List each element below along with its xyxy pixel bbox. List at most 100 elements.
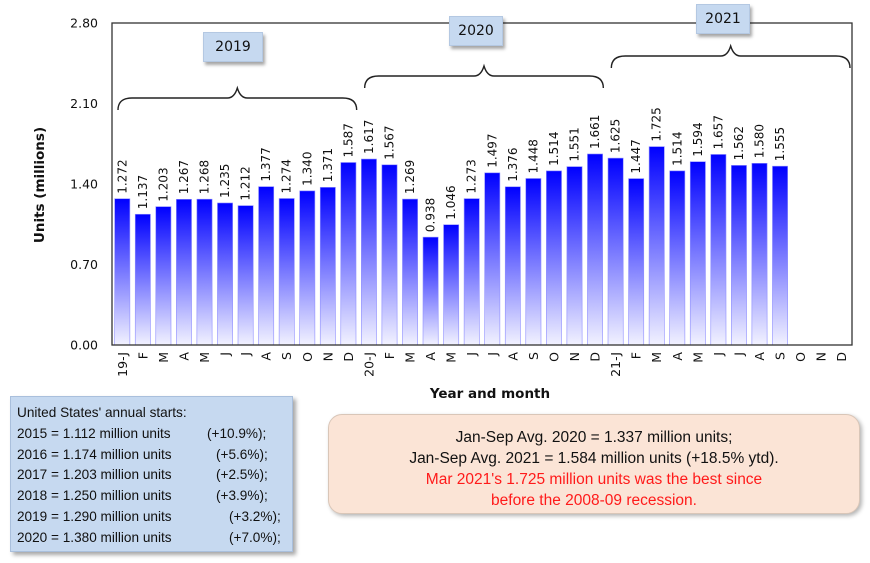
bar (278, 198, 295, 346)
summary-line-2020: Jan-Sep Avg. 2020 = 1.337 million units; (455, 429, 733, 446)
x-tick-label: N (814, 352, 829, 361)
bar (381, 164, 398, 346)
annual-row-change: (+3.2%); (229, 508, 281, 524)
year-label-2021: 2021 (696, 4, 750, 34)
annual-row: 2015 = 1.112 million units (+10.9%); (17, 424, 292, 445)
value-label: 1.562 (732, 126, 746, 160)
annual-row: 2019 = 1.290 million units (+3.2%); (17, 507, 292, 528)
value-label: 1.235 (218, 164, 232, 198)
annual-row-change: (+3.9%); (216, 488, 268, 504)
x-tick-label: J (464, 352, 479, 357)
annual-starts-heading: United States' annual starts: (17, 405, 187, 420)
value-label: 1.448 (526, 139, 540, 173)
x-tick-label: J (238, 352, 253, 357)
x-tick-label: D (588, 352, 603, 362)
bar (587, 153, 603, 346)
bar (134, 213, 151, 346)
x-tick-label: F (135, 352, 150, 359)
bar (607, 157, 624, 346)
x-tick-label: D (341, 352, 356, 362)
x-tick-label: N (320, 352, 335, 361)
value-labels: 1.272 1.137 1.203 1.267 1.268 1.235 1.212 1.377… (115, 107, 787, 232)
x-tick-label: D (834, 352, 849, 362)
value-label: 1.661 (588, 115, 602, 149)
value-label: 1.625 (609, 119, 623, 153)
value-label: 1.587 (341, 123, 355, 157)
bar (628, 178, 645, 346)
bar (504, 186, 521, 346)
annual-row: 2017 = 1.203 million units (+2.5%); (17, 465, 292, 486)
value-label: 1.274 (280, 159, 294, 193)
value-label: 1.447 (629, 139, 643, 173)
annual-row-text: 2018 = 1.250 million units (17, 488, 172, 504)
x-tick-label: F (629, 352, 644, 359)
y-tick-label: 2.10 (70, 96, 98, 111)
x-tick-label: O (300, 352, 315, 362)
x-tick-label: J (218, 352, 233, 357)
x-tick-label: 19-J (115, 352, 130, 377)
x-tick-label: N (567, 352, 582, 361)
year-brace (117, 85, 358, 111)
annual-row-change: (+5.6%); (216, 446, 268, 462)
value-label: 1.371 (321, 148, 335, 182)
bar (258, 186, 275, 346)
bar (648, 146, 665, 346)
value-label: 1.594 (691, 122, 705, 156)
value-label: 1.268 (198, 160, 212, 194)
value-label: 1.514 (670, 132, 684, 166)
bar (689, 161, 706, 346)
value-label: 1.657 (711, 115, 725, 149)
value-label: 1.376 (506, 147, 520, 181)
summary-highlight-1: Mar 2021's 1.725 million units was the b… (425, 471, 763, 488)
x-axis-ticks: 19-J F M A M J J A S O N D 20-J F M A M J J A S O N D 21-J F M A M J J… (115, 352, 849, 377)
annual-row-text: 2020 = 1.380 million units (17, 529, 172, 545)
annual-row-change: (+10.9%); (207, 425, 267, 441)
year-brace (363, 63, 605, 89)
y-tick-label: 0.00 (70, 338, 98, 353)
x-tick-label: A (752, 352, 767, 361)
x-tick-label: A (505, 352, 520, 361)
x-tick-label: M (649, 352, 664, 363)
year-label-2019: 2019 (203, 32, 263, 62)
y-axis-title: Units (millions) (32, 127, 48, 243)
x-tick-label: M (690, 352, 705, 363)
bar (669, 170, 686, 346)
value-label: 1.497 (485, 133, 499, 167)
value-label: 1.725 (650, 107, 664, 141)
value-label: 1.272 (115, 159, 129, 193)
x-tick-label: F (382, 352, 397, 359)
x-tick-label: A (259, 352, 274, 361)
annual-row-text: 2017 = 1.203 million units (17, 467, 172, 483)
annual-starts-box: United States' annual starts: 2015 = 1.1… (10, 396, 293, 552)
bar (402, 198, 418, 346)
bar (114, 198, 131, 346)
x-tick-label: S (279, 352, 294, 360)
bar (566, 166, 583, 346)
x-tick-label: S (526, 352, 541, 360)
y-tick-label: 1.40 (70, 177, 98, 192)
x-tick-label: A (423, 352, 438, 361)
summary-box: Jan-Sep Avg. 2020 = 1.337 million units;… (328, 414, 860, 514)
bar (176, 198, 192, 346)
bar (196, 198, 213, 346)
value-label: 1.580 (753, 124, 767, 158)
value-label: 1.377 (259, 147, 273, 181)
year-brace (610, 43, 851, 69)
annual-row: 2020 = 1.380 million units (+7.0%); (17, 528, 292, 549)
bar (484, 172, 501, 346)
value-label: 1.514 (547, 132, 561, 166)
bar (546, 170, 562, 346)
annual-row: 2018 = 1.250 million units (+3.9%); (17, 486, 292, 507)
value-label: 1.617 (362, 120, 376, 154)
bar (155, 206, 172, 346)
x-tick-label: A (670, 352, 685, 361)
annual-row-text: 2016 = 1.174 million units (17, 446, 172, 462)
bar (340, 162, 357, 346)
y-tick-label: 0.70 (70, 257, 98, 272)
bar (731, 165, 747, 346)
bar (772, 165, 788, 346)
year-braces (117, 43, 851, 111)
y-axis-ticks: 0.00 0.70 1.40 2.10 2.80 (70, 16, 98, 353)
x-tick-label: S (773, 352, 788, 360)
bars-layer (114, 146, 788, 346)
